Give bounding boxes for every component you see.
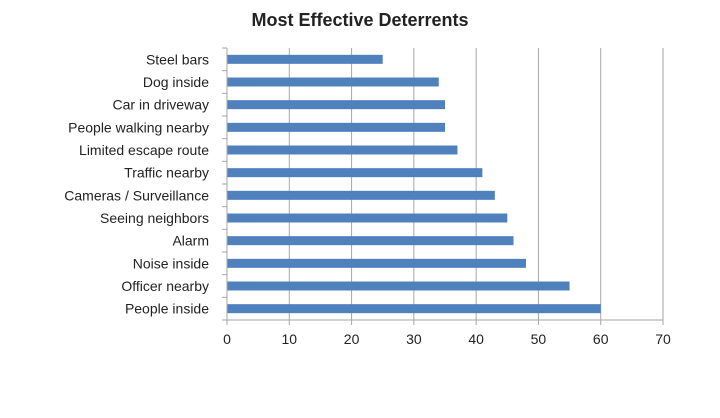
bar-dog-inside [227, 77, 439, 87]
category-label: People inside [125, 301, 209, 317]
bar-alarm [227, 236, 514, 246]
bar-traffic-nearby [227, 168, 483, 178]
category-labels: Steel bars Dog inside Car in driveway Peopl… [64, 51, 209, 316]
x-tick-label: 70 [655, 331, 671, 347]
x-tick-label: 50 [531, 331, 547, 347]
bars [227, 54, 601, 314]
bar-limited-escape-route [227, 145, 458, 155]
x-tick-labels: 0 10 20 30 40 50 60 70 [223, 331, 671, 347]
category-label: Cameras / Surveillance [64, 187, 209, 203]
x-tick-label: 30 [406, 331, 422, 347]
chart-title: Most Effective Deterrents [251, 10, 469, 30]
x-tick-label: 0 [223, 331, 231, 347]
category-label: People walking nearby [68, 119, 209, 135]
bar-officer-nearby [227, 281, 570, 291]
category-label: Alarm [172, 233, 209, 249]
category-label: Car in driveway [113, 97, 209, 113]
bar-people-walking-nearby [227, 122, 445, 132]
bar-seeing-neighbors [227, 213, 508, 223]
gridlines [288, 48, 664, 320]
bar-noise-inside [227, 258, 526, 268]
category-label: Noise inside [133, 255, 209, 271]
x-tick-label: 60 [593, 331, 609, 347]
x-tick-label: 40 [468, 331, 484, 347]
x-tick-label: 10 [281, 331, 297, 347]
category-label: Seeing neighbors [100, 210, 209, 226]
category-label: Limited escape route [79, 142, 209, 158]
bar-people-inside [227, 304, 601, 314]
bar-cameras-surveillance [227, 190, 495, 200]
category-label: Dog inside [143, 74, 209, 90]
category-label: Officer nearby [121, 278, 209, 294]
category-label: Steel bars [146, 51, 209, 67]
bar-steel-bars [227, 54, 383, 64]
axes [222, 47, 664, 325]
x-tick-label: 20 [344, 331, 360, 347]
category-label: Traffic nearby [124, 165, 209, 181]
bar-car-in-driveway [227, 100, 445, 110]
